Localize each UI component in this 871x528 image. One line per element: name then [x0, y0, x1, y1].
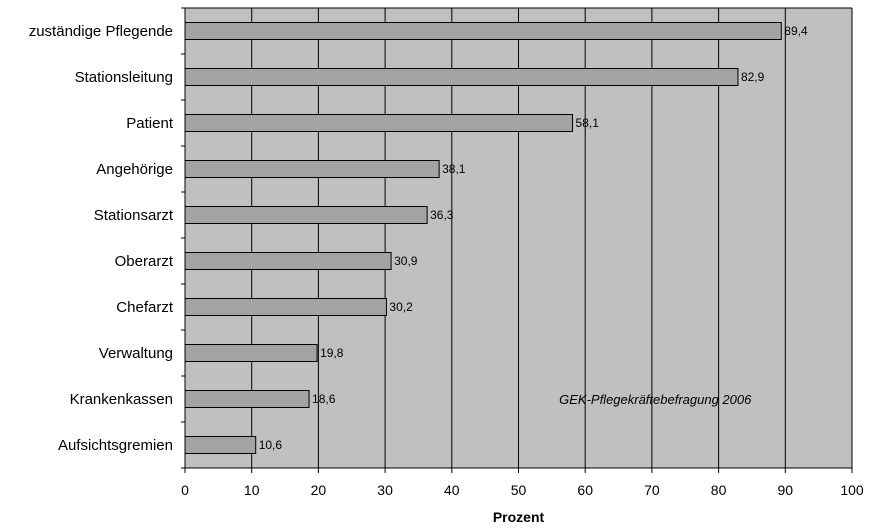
- category-label: Angehörige: [96, 161, 173, 178]
- x-tick-label: 90: [778, 482, 794, 498]
- category-labels: zuständige Pflegende Stationsleitung Patie…: [29, 23, 174, 454]
- x-tick-label: 80: [711, 482, 727, 498]
- data-label: 30,2: [389, 300, 413, 314]
- bar: [184, 390, 310, 408]
- bar: [184, 114, 574, 132]
- data-label: 58,1: [576, 116, 600, 130]
- bar: [184, 436, 257, 454]
- data-label: 82,9: [741, 70, 765, 84]
- data-label: 19,8: [320, 346, 344, 360]
- data-label: 10,6: [259, 438, 283, 452]
- x-axis-title: Prozent: [493, 509, 545, 525]
- x-tick-label: 10: [244, 482, 260, 498]
- data-label: 89,4: [784, 24, 808, 38]
- bar: [184, 68, 739, 86]
- category-label: Krankenkassen: [70, 391, 173, 408]
- x-tick-label: 60: [577, 482, 593, 498]
- bar: [184, 206, 428, 224]
- x-tick-label: 30: [377, 482, 393, 498]
- data-label: 38,1: [442, 162, 466, 176]
- axes: [181, 7, 853, 473]
- x-tick-label: 20: [311, 482, 327, 498]
- x-tick-label: 0: [181, 482, 189, 498]
- bar: [184, 344, 318, 362]
- x-tick-label: 40: [444, 482, 460, 498]
- category-label: Chefarzt: [116, 299, 174, 316]
- bar: [184, 160, 440, 178]
- bar: [184, 298, 387, 316]
- data-label: 36,3: [430, 208, 454, 222]
- bars: [184, 22, 782, 454]
- category-label: zuständige Pflegende: [29, 23, 173, 40]
- category-label: Stationsleitung: [75, 69, 173, 86]
- x-tick-label: 50: [511, 482, 527, 498]
- x-tick-label: 100: [840, 482, 864, 498]
- value-labels: 89,4 82,9 58,1 38,1 36,3 30,9 30,2 19,8 18,6 10,6: [259, 24, 808, 452]
- x-tick-labels: 0 10 20 30 40 50 60 70 80 90 100: [181, 482, 864, 498]
- x-tick-label: 70: [644, 482, 660, 498]
- category-label: Oberarzt: [115, 253, 174, 270]
- category-label: Stationsarzt: [94, 207, 174, 224]
- category-label: Patient: [126, 115, 174, 132]
- source-annotation: GEK-Pflegekräftebefragung 2006: [559, 392, 752, 407]
- data-label: 18,6: [312, 392, 336, 406]
- data-label: 30,9: [394, 254, 418, 268]
- bar: [184, 252, 392, 270]
- category-label: Aufsichtsgremien: [58, 437, 173, 454]
- bar: [184, 22, 782, 40]
- category-label: Verwaltung: [99, 345, 173, 362]
